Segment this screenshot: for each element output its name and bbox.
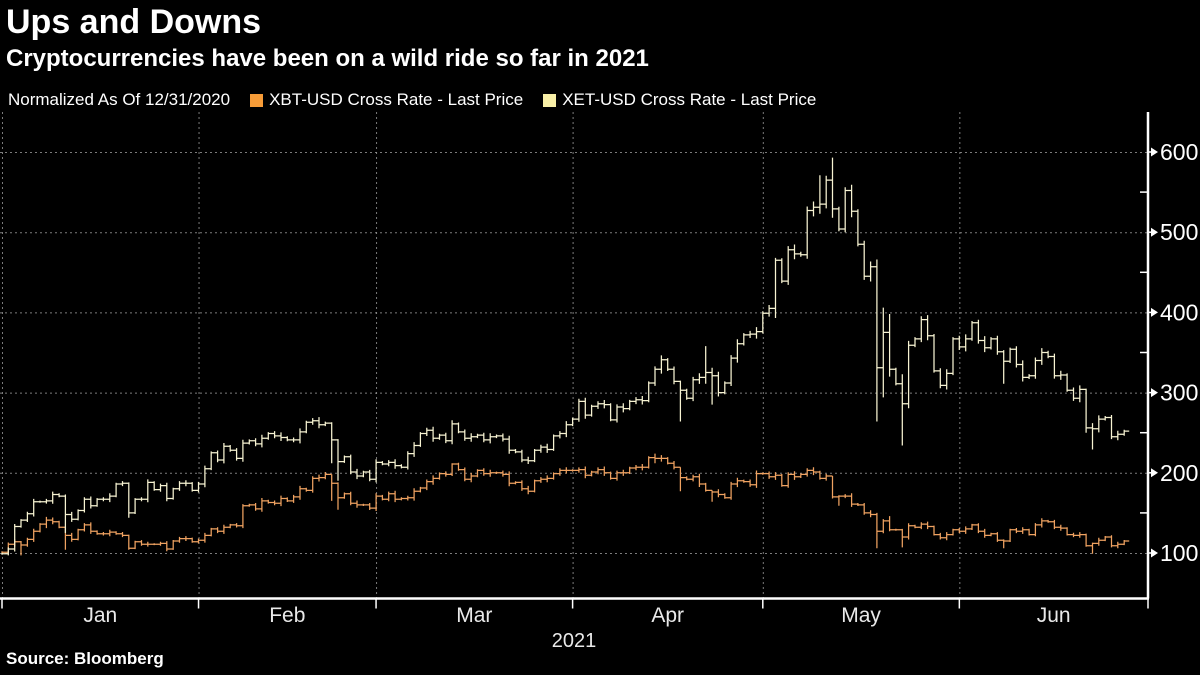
xet-series-swatch-icon [543, 93, 557, 107]
svg-text:400: 400 [1160, 299, 1198, 325]
svg-text:200: 200 [1160, 460, 1198, 486]
svg-text:2021: 2021 [552, 630, 597, 652]
source-label: Source: Bloomberg [6, 649, 164, 668]
svg-text:Mar: Mar [456, 604, 492, 627]
svg-text:Apr: Apr [651, 604, 684, 627]
legend-item-xbt: XBT-USD Cross Rate - Last Price [250, 90, 523, 110]
svg-text:100: 100 [1160, 540, 1198, 566]
chart-series [1, 157, 1130, 556]
svg-text:600: 600 [1160, 139, 1198, 165]
svg-text:May: May [841, 604, 881, 627]
legend-normalized-note: Normalized As Of 12/31/2020 [8, 90, 231, 109]
chart-title: Ups and Downs [6, 3, 262, 41]
svg-text:Jun: Jun [1037, 604, 1071, 627]
svg-text:Jan: Jan [83, 604, 117, 627]
chart-axis-labels: Jan Feb Mar Apr May Jun 2021 100 200 300 400 500 600 [83, 139, 1198, 652]
legend-item-xbt-label: XBT-USD Cross Rate - Last Price [269, 90, 524, 109]
legend-item-xet-label: XET-USD Cross Rate - Last Price [562, 90, 817, 109]
chart-legend: Normalized As Of 12/31/2020 XBT-USD Cros… [8, 90, 836, 110]
xbt-series-swatch-icon [250, 93, 264, 107]
svg-text:Feb: Feb [269, 604, 305, 627]
chart-gridlines [0, 112, 1148, 599]
legend-item-xet: XET-USD Cross Rate - Last Price [543, 90, 816, 110]
chart-axes [0, 112, 1158, 609]
chart-subtitle: Cryptocurrencies have been on a wild rid… [6, 45, 649, 72]
svg-text:300: 300 [1160, 380, 1198, 406]
svg-text:500: 500 [1160, 219, 1198, 245]
